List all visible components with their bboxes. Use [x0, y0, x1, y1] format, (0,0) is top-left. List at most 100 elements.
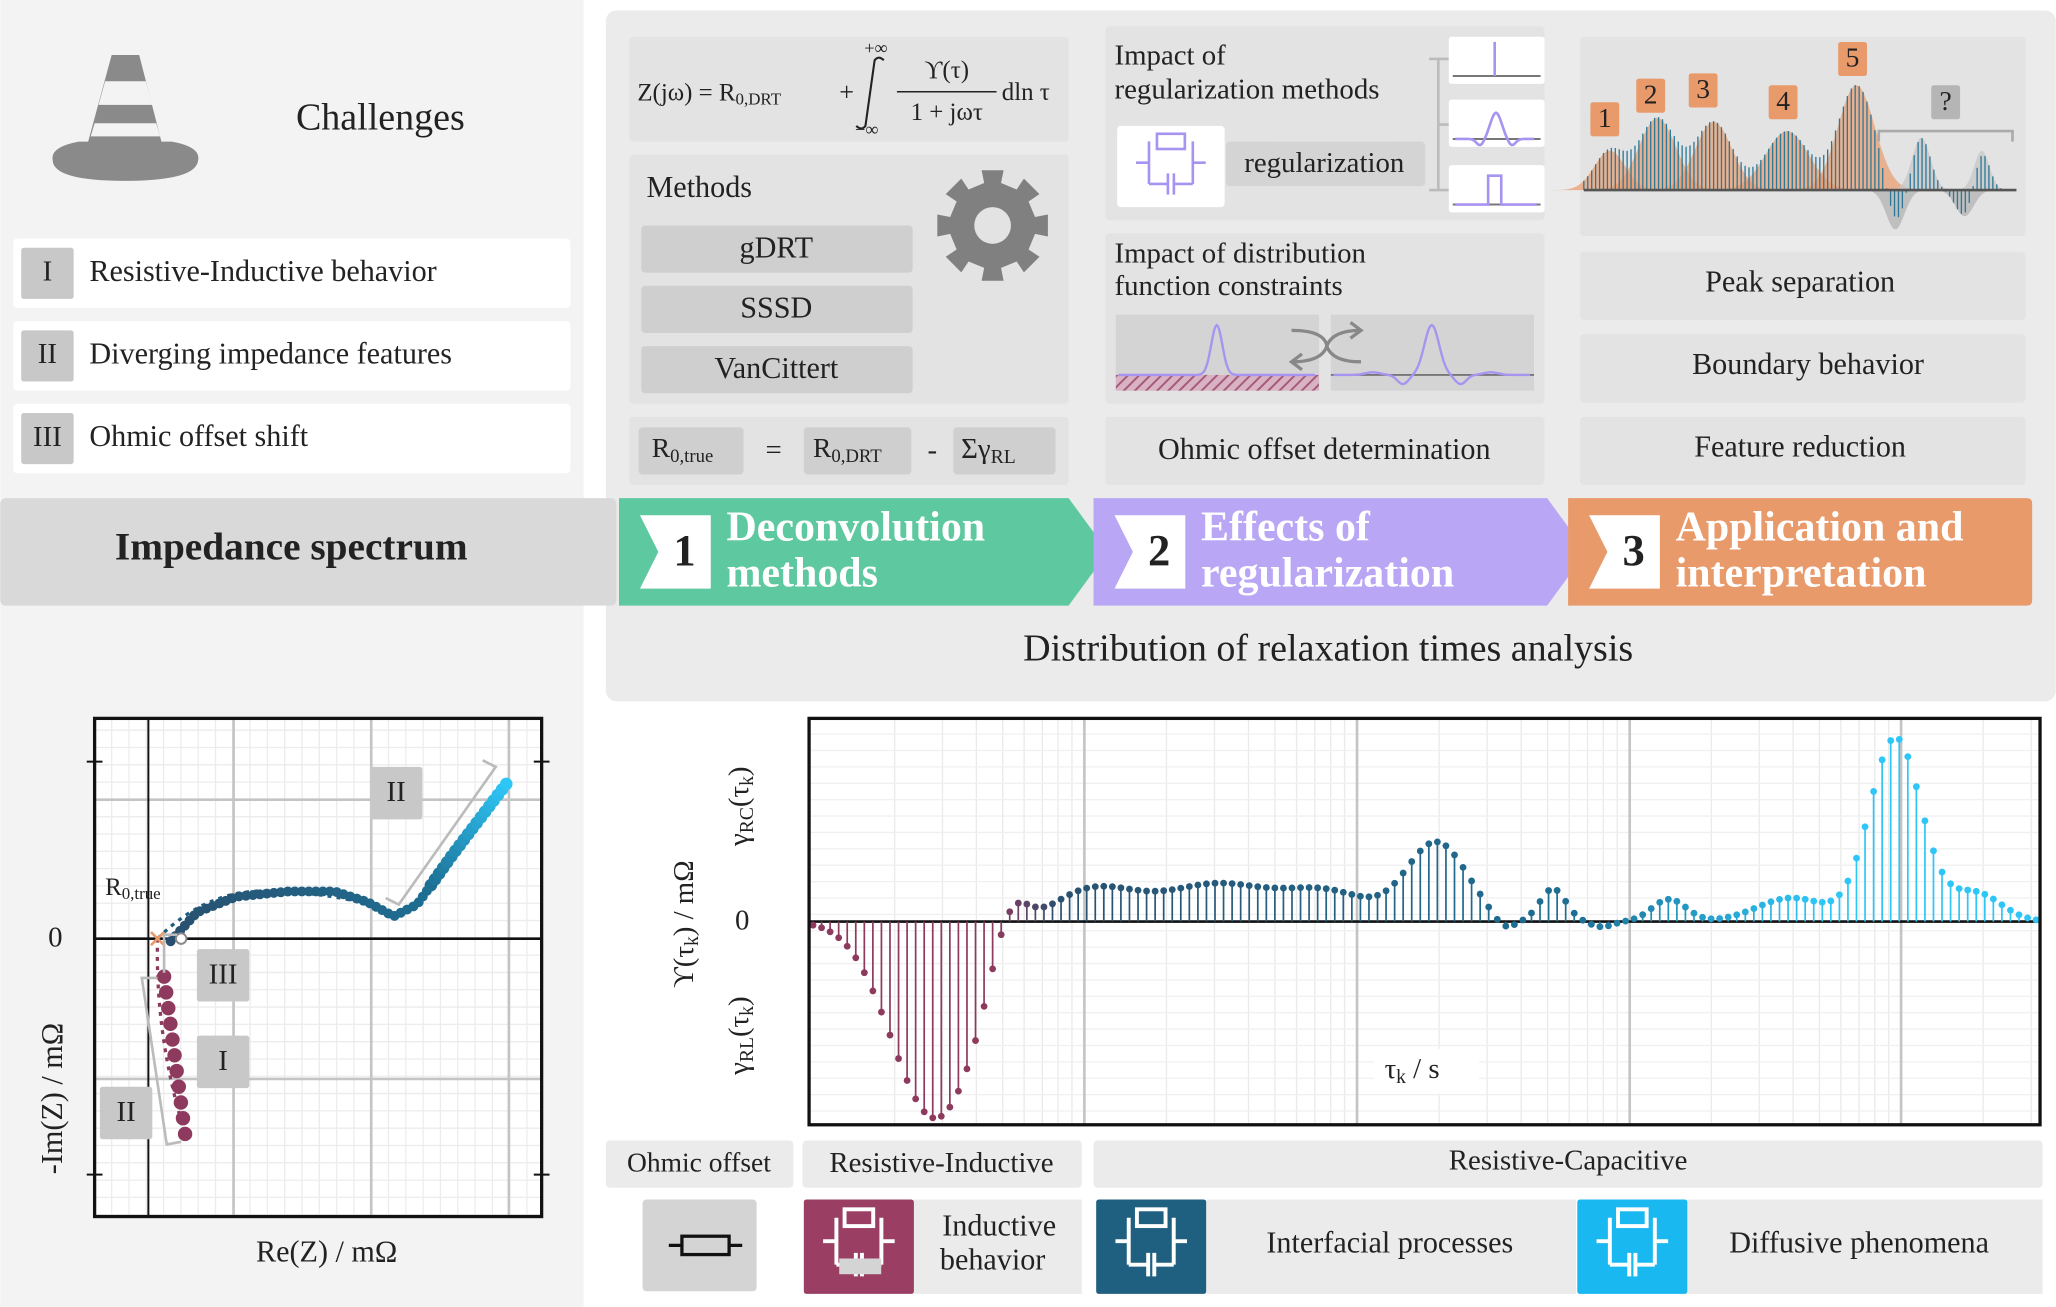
text-part: ϒ(τ	[667, 946, 699, 988]
stem-head	[1912, 783, 1920, 791]
bracket	[1877, 129, 2014, 142]
label: Ohmic offset	[627, 1147, 771, 1178]
nyquist-point	[158, 985, 174, 1000]
mini-plot	[1448, 36, 1545, 84]
stem-head	[1416, 847, 1424, 855]
peak-area	[1882, 137, 1961, 191]
label: Ohmic offset shift	[89, 419, 308, 453]
label: Z(jω) = R0,DRT	[637, 79, 781, 108]
stem-head	[1767, 898, 1775, 906]
integral	[855, 56, 885, 130]
stem-head	[826, 928, 834, 936]
stem-head	[1442, 842, 1450, 850]
text-part: k	[1396, 1067, 1406, 1088]
stem-head	[869, 987, 877, 995]
stem-head	[1237, 881, 1245, 888]
stem-head	[1776, 895, 1783, 903]
stem-head	[1750, 905, 1758, 912]
stem-head	[1031, 903, 1039, 911]
label: interpretation	[1676, 550, 1927, 596]
stem-head	[1733, 911, 1741, 919]
stem-head	[1741, 908, 1749, 916]
plot-area	[94, 718, 542, 1217]
stem-head	[1228, 880, 1236, 888]
nyquist-point	[156, 969, 172, 984]
text-part: / s	[1406, 1053, 1440, 1085]
text-part: Σγ	[961, 433, 991, 465]
stem-head	[860, 969, 868, 977]
application-item	[1579, 416, 2026, 486]
stem-head	[1134, 886, 1142, 894]
label: 5	[1846, 42, 1860, 73]
challenge-item	[13, 403, 571, 474]
term-box	[638, 427, 744, 475]
legend-label-box	[1687, 1199, 2043, 1294]
stem-head	[1596, 923, 1604, 931]
nyquist-point	[289, 886, 300, 897]
label: 3	[1623, 525, 1645, 575]
interfacial-icon	[1096, 1199, 1207, 1294]
label: Resistive-Inductive	[829, 1147, 1053, 1179]
formula-box	[629, 36, 1069, 142]
label: Re(Z) / mΩ	[256, 1234, 397, 1268]
stem-head	[1536, 898, 1544, 905]
stem-head	[1853, 854, 1860, 862]
label: 3	[1696, 73, 1710, 104]
label: I	[43, 256, 53, 288]
peak-area	[1579, 117, 1736, 191]
stem-head	[1126, 885, 1133, 893]
stem-head	[1040, 903, 1048, 911]
stem-head	[1639, 911, 1647, 919]
stem-head	[1998, 901, 2006, 909]
label: methods	[726, 550, 877, 596]
nyquist-point	[282, 886, 293, 897]
stem-head	[1895, 736, 1903, 743]
text-part: τ	[1385, 1053, 1397, 1085]
text-part: 0,DRT	[831, 446, 882, 467]
stem-head	[989, 965, 997, 973]
stem-head	[1793, 894, 1801, 902]
nyquist-point	[167, 1048, 182, 1063]
offset-marker	[150, 931, 166, 947]
label: =	[766, 434, 782, 466]
stem-head	[1664, 895, 1672, 903]
bracket	[1429, 57, 1449, 192]
stem-head	[1673, 897, 1681, 905]
label: Methods	[647, 170, 752, 204]
inductive-icon	[803, 1199, 914, 1294]
text-part: RC	[737, 807, 758, 833]
input-bar	[0, 498, 617, 606]
text-part: ) / mΩ	[667, 860, 699, 936]
label: Impact of distribution	[1115, 237, 1366, 269]
text-part: 0,true	[122, 884, 161, 903]
stem-head	[1006, 908, 1014, 916]
text-part: 0,DRT	[736, 90, 782, 109]
peak-area	[1856, 190, 1935, 230]
stem-head	[1801, 895, 1809, 903]
stem-head	[1579, 916, 1587, 924]
stem-head	[1528, 909, 1535, 917]
stem-head	[1177, 884, 1185, 892]
mini-curve	[1455, 111, 1535, 147]
stem-head	[1049, 900, 1056, 908]
circuit-icon	[1596, 1207, 1669, 1277]
stem-head	[1622, 917, 1629, 925]
plot-frame	[807, 716, 2042, 1127]
numeral-box	[21, 330, 74, 382]
stem-head	[1972, 887, 1980, 895]
label: Boundary behavior	[1692, 347, 1924, 381]
stem-head	[1425, 840, 1433, 848]
step-chevron	[1568, 498, 2033, 606]
label: Interfacial processes	[1266, 1225, 1513, 1259]
stem-head	[1930, 847, 1937, 855]
stem-head	[818, 924, 825, 932]
resistor	[1616, 1207, 1649, 1229]
label-box	[369, 766, 423, 820]
label-box	[196, 949, 250, 1002]
label-bg	[1374, 1048, 1479, 1094]
stem-head	[1981, 890, 1989, 898]
numeral-box	[21, 247, 74, 299]
peak-area	[1949, 150, 2015, 191]
